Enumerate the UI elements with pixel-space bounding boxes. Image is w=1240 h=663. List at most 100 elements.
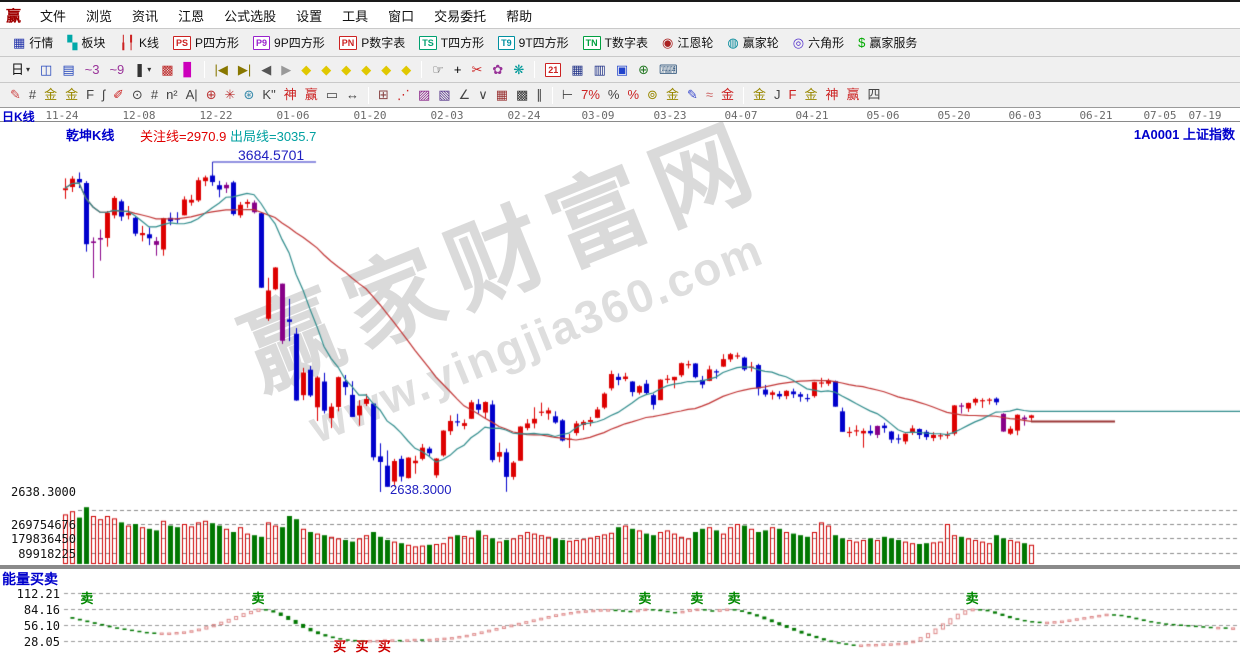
quotes-button[interactable]: ▦ 行情 <box>6 34 60 51</box>
hspan-arrow-icon[interactable]: ↔ <box>342 87 363 103</box>
brush-tool-icon[interactable]: ✐ <box>109 87 128 103</box>
four-slash-icon[interactable]: 四 <box>864 87 885 103</box>
grid-red-icon[interactable]: ▦ <box>492 87 512 103</box>
erase-tool-icon[interactable]: ✂ <box>467 62 488 78</box>
menu-item[interactable]: 江恩 <box>178 8 205 24</box>
t-square-button[interactable]: TS T四方形 <box>412 34 491 51</box>
grid-dark-icon[interactable]: ▩ <box>512 87 532 103</box>
pen-tool-icon[interactable]: ✎ <box>6 87 25 103</box>
candle-style-selector[interactable]: ❚ ▾ <box>129 62 156 78</box>
period-day-selector[interactable]: 日 ▾ <box>6 62 35 78</box>
time-circle-icon[interactable]: ⊙ <box>128 87 147 103</box>
gold-section-icon[interactable]: 金 <box>40 87 61 103</box>
calculator-icon[interactable]: ▦ <box>566 62 588 78</box>
chart-canvas[interactable] <box>0 122 1240 663</box>
box-fan-icon[interactable]: ▧ <box>434 87 454 103</box>
fan-lines-icon[interactable]: ⋰ <box>393 87 414 103</box>
first-bar-icon[interactable]: |◀ <box>210 62 233 78</box>
menu-item[interactable]: 工具 <box>342 8 369 24</box>
diamond-right-icon[interactable]: ◆ <box>316 62 336 78</box>
ruler123-icon[interactable]: ▭ <box>322 87 342 103</box>
p-square-button[interactable]: PS P四方形 <box>166 34 246 51</box>
next-bar-icon[interactable]: ▶ <box>276 62 296 78</box>
net-update-icon[interactable]: ⊕ <box>633 62 654 78</box>
menu-item[interactable]: 公式选股 <box>224 8 277 24</box>
notes-icon[interactable]: ▥ <box>589 62 611 78</box>
menu-item[interactable]: 交易委托 <box>434 8 487 24</box>
gold-slash2-icon[interactable]: 金 <box>801 87 822 103</box>
chart-pattern-icon[interactable]: ◫ <box>35 62 57 78</box>
gann-wheel-button[interactable]: ◉ 江恩轮 <box>655 34 720 51</box>
gold-circle-icon[interactable]: ⊚ <box>643 87 662 103</box>
ying-slash-icon[interactable]: 赢 <box>843 87 864 103</box>
gold-slash-icon[interactable]: 金 <box>749 87 770 103</box>
gold-lines-icon[interactable]: 金 <box>662 87 683 103</box>
wave-a-icon[interactable]: ≈ <box>702 87 717 103</box>
shen-slash-icon[interactable]: 神 <box>822 87 843 103</box>
shen-tool-icon[interactable]: 神 <box>280 87 301 103</box>
parallel-icon[interactable]: ∥ <box>532 87 547 103</box>
exit-line-label: 出局线=3035.7 <box>230 129 317 144</box>
ying-tool-icon[interactable]: 赢 <box>301 87 322 103</box>
winner-wheel-button[interactable]: ◍ 赢家轮 <box>720 34 785 51</box>
buy-signal-label: 买 <box>333 639 347 654</box>
menu-item[interactable]: 窗口 <box>388 8 415 24</box>
percent7-icon[interactable]: 7% <box>577 87 604 103</box>
volume-style-icon[interactable]: ▊ <box>179 62 199 78</box>
wave-3-icon[interactable]: ~3 <box>80 62 105 78</box>
calendar-icon[interactable]: 21 <box>540 62 566 77</box>
diamond-vexpand-icon[interactable]: ◆ <box>376 62 396 78</box>
box-range-icon[interactable]: ⊞ <box>374 87 393 103</box>
web-circle-icon[interactable]: ⊛ <box>240 87 259 103</box>
f-slash-icon[interactable]: F <box>785 87 801 103</box>
diamond-hexpand-icon[interactable]: ◆ <box>336 62 356 78</box>
fan-box-icon[interactable]: ▨ <box>414 87 434 103</box>
gann-grid-tool-icon[interactable]: # <box>25 87 40 103</box>
report-view-icon[interactable]: ▤ <box>57 62 79 78</box>
menu-item[interactable]: 资讯 <box>132 8 159 24</box>
remote-assist-icon[interactable]: ⌨ <box>654 62 683 78</box>
adjust-pen-icon[interactable]: ✎ <box>683 87 702 103</box>
comb-ruler-icon[interactable]: # <box>147 87 162 103</box>
n2-icon[interactable]: n² <box>162 87 182 103</box>
percent-icon[interactable]: % <box>604 87 624 103</box>
t-number-table-button[interactable]: TN T数字表 <box>576 34 655 51</box>
hexagon-button[interactable]: ◎ 六角形 <box>786 34 851 51</box>
prev-bar-icon[interactable]: ◀ <box>256 62 276 78</box>
sectors-button[interactable]: ▚ 板块 <box>60 34 112 51</box>
spiral-icon[interactable]: ʃ <box>98 87 109 103</box>
brain-tool-icon[interactable]: ❋ <box>508 62 529 78</box>
menu-item[interactable]: 设置 <box>296 8 323 24</box>
diamond-compress-icon[interactable]: ◆ <box>396 62 416 78</box>
star-rays-icon[interactable]: ✳ <box>221 87 240 103</box>
scale-list-icon[interactable]: ⊢ <box>558 87 577 103</box>
target-circle-icon[interactable]: ⊕ <box>202 87 221 103</box>
gift-tool-icon[interactable]: ✿ <box>487 62 508 78</box>
hand-tool-icon[interactable]: ☞ <box>427 62 449 78</box>
save-icon[interactable]: ▣ <box>611 62 633 78</box>
fib-f-icon[interactable]: F <box>82 87 98 103</box>
wave-9-icon[interactable]: ~9 <box>104 62 129 78</box>
vcheck-icon[interactable]: ∨ <box>474 87 492 103</box>
gold-section2-icon[interactable]: 金 <box>61 87 82 103</box>
pattern-grid-icon[interactable]: ▩ <box>156 62 178 78</box>
p9-square-button[interactable]: P9 9P四方形 <box>246 34 332 51</box>
crosshair-tool-icon[interactable]: + <box>449 62 467 78</box>
winner-service-button[interactable]: $ 赢家服务 <box>851 34 924 51</box>
k-mark-icon[interactable]: K" <box>258 87 279 103</box>
gold-channel-icon[interactable]: 金 <box>717 87 738 103</box>
angle-line-icon[interactable]: ∠ <box>455 87 475 103</box>
t9-square-button[interactable]: T9 9T四方形 <box>491 34 576 51</box>
diamond-expand-icon[interactable]: ◆ <box>356 62 376 78</box>
pane-divider[interactable] <box>0 565 1240 569</box>
diamond-left-icon[interactable]: ◆ <box>296 62 316 78</box>
menu-item[interactable]: 帮助 <box>506 8 533 24</box>
percent-line-icon[interactable]: % <box>623 87 643 103</box>
last-bar-icon[interactable]: ▶| <box>233 62 256 78</box>
kline-button[interactable]: ╽╿ K线 <box>112 34 166 51</box>
text-note-icon[interactable]: A| <box>182 87 202 103</box>
p-number-table-button[interactable]: PN P数字表 <box>332 34 413 51</box>
j-slash-icon[interactable]: J <box>770 87 785 103</box>
menu-item[interactable]: 文件 <box>40 8 67 24</box>
menu-item[interactable]: 浏览 <box>86 8 113 24</box>
